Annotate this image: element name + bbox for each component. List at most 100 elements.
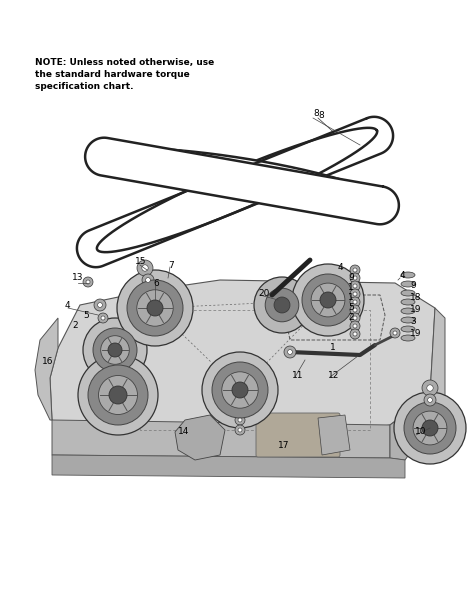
Circle shape bbox=[142, 274, 154, 286]
Circle shape bbox=[350, 305, 360, 315]
Circle shape bbox=[232, 382, 248, 398]
Text: 16: 16 bbox=[42, 357, 54, 367]
Circle shape bbox=[142, 265, 148, 271]
Circle shape bbox=[147, 300, 163, 316]
Circle shape bbox=[353, 292, 357, 296]
Circle shape bbox=[101, 316, 105, 320]
Circle shape bbox=[353, 284, 357, 288]
Circle shape bbox=[108, 343, 122, 357]
Circle shape bbox=[390, 328, 400, 338]
Circle shape bbox=[238, 428, 242, 432]
Text: 5: 5 bbox=[348, 304, 354, 313]
Text: 13: 13 bbox=[72, 274, 83, 283]
Text: 1: 1 bbox=[330, 343, 336, 353]
Text: 1: 1 bbox=[348, 294, 354, 302]
Polygon shape bbox=[52, 455, 405, 478]
Text: 9: 9 bbox=[410, 280, 416, 289]
Circle shape bbox=[284, 346, 296, 358]
Circle shape bbox=[422, 420, 438, 436]
Circle shape bbox=[146, 278, 150, 282]
Text: 8: 8 bbox=[313, 108, 319, 118]
Circle shape bbox=[353, 332, 357, 336]
Circle shape bbox=[94, 299, 106, 311]
Circle shape bbox=[83, 318, 147, 382]
Ellipse shape bbox=[401, 317, 415, 323]
Text: 20: 20 bbox=[258, 288, 269, 297]
FancyBboxPatch shape bbox=[256, 413, 340, 457]
Polygon shape bbox=[100, 148, 380, 207]
Circle shape bbox=[353, 308, 357, 312]
Text: 11: 11 bbox=[292, 370, 303, 379]
Circle shape bbox=[98, 302, 102, 307]
Text: 3: 3 bbox=[410, 318, 416, 326]
Circle shape bbox=[88, 365, 148, 425]
Ellipse shape bbox=[401, 299, 415, 305]
Circle shape bbox=[394, 392, 466, 464]
Circle shape bbox=[99, 376, 137, 414]
Circle shape bbox=[137, 260, 153, 276]
Circle shape bbox=[422, 380, 438, 396]
Circle shape bbox=[78, 355, 158, 435]
Text: 6: 6 bbox=[153, 278, 159, 288]
Circle shape bbox=[265, 288, 299, 322]
Circle shape bbox=[353, 324, 357, 328]
Text: 2: 2 bbox=[348, 313, 354, 323]
Circle shape bbox=[424, 394, 436, 406]
Ellipse shape bbox=[401, 326, 415, 332]
Text: 17: 17 bbox=[278, 441, 290, 449]
Circle shape bbox=[100, 336, 129, 364]
Circle shape bbox=[413, 411, 447, 445]
Circle shape bbox=[238, 418, 242, 422]
Circle shape bbox=[302, 274, 354, 326]
Text: 8: 8 bbox=[318, 111, 324, 119]
Circle shape bbox=[86, 280, 90, 284]
Circle shape bbox=[235, 415, 245, 425]
Ellipse shape bbox=[401, 308, 415, 314]
Text: 19: 19 bbox=[410, 329, 421, 337]
Text: 12: 12 bbox=[328, 370, 339, 379]
Circle shape bbox=[350, 273, 360, 283]
Text: 10: 10 bbox=[415, 428, 427, 436]
Circle shape bbox=[350, 313, 360, 323]
Circle shape bbox=[350, 297, 360, 307]
Polygon shape bbox=[97, 128, 377, 252]
Circle shape bbox=[212, 362, 268, 418]
Ellipse shape bbox=[401, 281, 415, 287]
Text: 15: 15 bbox=[135, 258, 146, 266]
Circle shape bbox=[222, 372, 258, 408]
Circle shape bbox=[353, 316, 357, 320]
Circle shape bbox=[235, 425, 245, 435]
Ellipse shape bbox=[401, 272, 415, 278]
Polygon shape bbox=[50, 280, 435, 450]
Text: NOTE: Unless noted otherwise, use
the standard hardware torque
specification cha: NOTE: Unless noted otherwise, use the st… bbox=[35, 58, 214, 91]
Circle shape bbox=[350, 321, 360, 331]
Ellipse shape bbox=[401, 290, 415, 296]
Circle shape bbox=[83, 277, 93, 287]
Text: 2: 2 bbox=[72, 321, 78, 329]
Text: 4: 4 bbox=[338, 264, 344, 272]
Text: 19: 19 bbox=[410, 305, 421, 315]
Circle shape bbox=[127, 280, 183, 336]
Polygon shape bbox=[52, 420, 390, 458]
Ellipse shape bbox=[401, 335, 415, 341]
Circle shape bbox=[350, 265, 360, 275]
Polygon shape bbox=[85, 138, 399, 225]
Text: 18: 18 bbox=[410, 294, 421, 302]
Circle shape bbox=[109, 386, 127, 404]
Polygon shape bbox=[175, 415, 225, 460]
Circle shape bbox=[254, 277, 310, 333]
Circle shape bbox=[353, 300, 357, 304]
Text: 7: 7 bbox=[168, 261, 174, 269]
Circle shape bbox=[117, 270, 193, 346]
Polygon shape bbox=[390, 395, 445, 460]
Text: 1: 1 bbox=[348, 283, 354, 293]
Circle shape bbox=[393, 331, 397, 335]
Text: 5: 5 bbox=[83, 310, 89, 319]
Circle shape bbox=[202, 352, 278, 428]
Circle shape bbox=[350, 329, 360, 339]
Circle shape bbox=[428, 398, 432, 403]
Text: 4: 4 bbox=[65, 300, 71, 310]
Circle shape bbox=[353, 268, 357, 272]
Polygon shape bbox=[318, 415, 350, 455]
Polygon shape bbox=[77, 117, 393, 267]
